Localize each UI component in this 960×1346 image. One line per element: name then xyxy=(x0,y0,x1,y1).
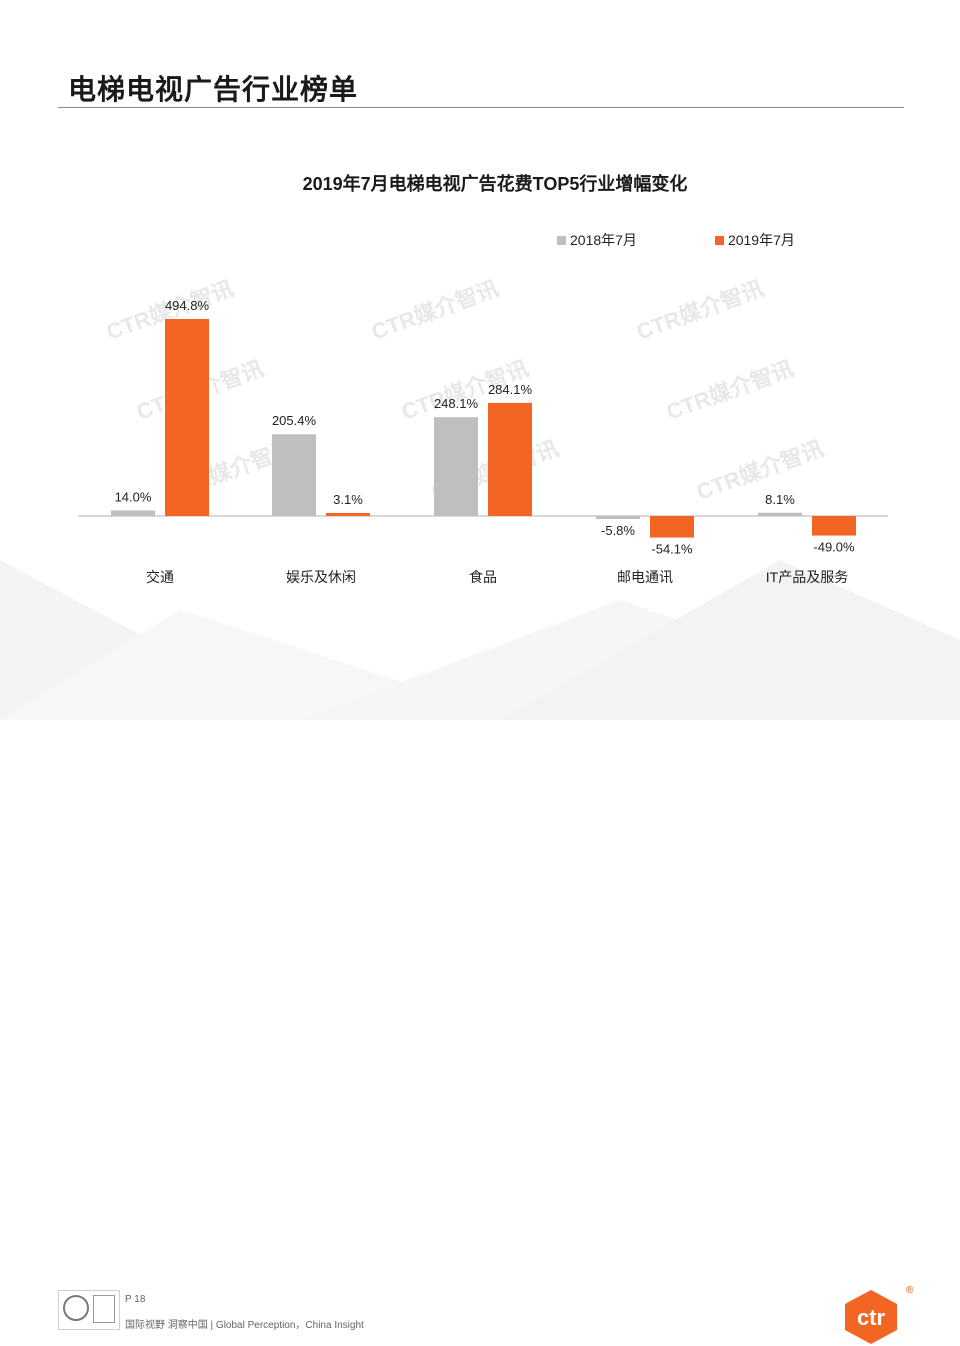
category-label-4: IT产品及服务 xyxy=(766,569,848,585)
footer-tagline: 国际视野 洞察中国 | Global Perception，China Insi… xyxy=(125,1320,364,1331)
data-label-2019-0: 494.8% xyxy=(165,298,210,313)
bar-2019-2 xyxy=(488,402,532,516)
watermark-text: CTR媒介智讯 xyxy=(663,356,797,425)
bar-2018-4 xyxy=(758,512,802,516)
legend-item-2019: 2019年7月 xyxy=(714,230,795,250)
category-label-2: 食品 xyxy=(469,569,497,585)
footer: P 18 国际视野 洞察中国 | Global Perception，China… xyxy=(0,640,960,1344)
title-divider xyxy=(58,107,904,108)
bar-2018-1 xyxy=(272,434,316,516)
certification-logo xyxy=(58,1290,120,1330)
bar-2019-1 xyxy=(326,513,370,516)
category-label-0: 交通 xyxy=(146,569,174,585)
category-label-3: 邮电通讯 xyxy=(617,569,673,585)
data-label-2018-1: 205.4% xyxy=(272,413,317,428)
registered-mark-icon: ® xyxy=(906,1285,914,1296)
chart-legend: 2018年7月 2019年7月 xyxy=(557,230,873,250)
bar-2018-2 xyxy=(434,417,478,516)
data-label-2018-0: 14.0% xyxy=(115,489,152,504)
bar-2018-3 xyxy=(596,516,640,519)
page-number: P 18 xyxy=(125,1294,146,1305)
category-label-1: 娱乐及休闲 xyxy=(286,569,356,585)
watermark-text: CTR媒介智讯 xyxy=(368,276,502,345)
page-title: 电梯电视广告行业榜单 xyxy=(68,74,359,105)
data-label-2019-4: -49.0% xyxy=(813,540,855,555)
svg-text:ctr: ctr xyxy=(857,1305,886,1330)
legend-item-2018: 2018年7月 xyxy=(557,230,637,250)
bar-2019-3 xyxy=(650,516,694,538)
watermark-text: CTR媒介智讯 xyxy=(693,436,827,505)
legend-label-2018: 2018年7月 xyxy=(570,232,637,248)
sgs-seal-icon xyxy=(63,1295,89,1321)
bar-2019-4 xyxy=(812,516,856,536)
bar-2018-0 xyxy=(111,510,155,516)
chart-title: 2019年7月电梯电视广告花费TOP5行业增幅变化 xyxy=(302,174,688,194)
ctr-logo: ctr xyxy=(845,1290,897,1344)
data-label-2018-3: -5.8% xyxy=(601,523,635,538)
legend-swatch-2018 xyxy=(557,235,566,245)
ukas-badge-icon xyxy=(93,1295,115,1323)
background-decoration xyxy=(0,560,960,720)
data-label-2019-3: -54.1% xyxy=(651,542,693,557)
data-label-2018-2: 248.1% xyxy=(434,396,479,411)
legend-label-2019: 2019年7月 xyxy=(727,232,795,248)
legend-swatch-2019 xyxy=(714,235,724,245)
data-label-2019-1: 3.1% xyxy=(333,492,363,507)
bar-2019-0 xyxy=(165,319,209,516)
watermark-text: CTR媒介智讯 xyxy=(633,276,767,345)
data-label-2018-4: 8.1% xyxy=(765,492,795,507)
data-label-2019-2: 284.1% xyxy=(488,382,533,397)
